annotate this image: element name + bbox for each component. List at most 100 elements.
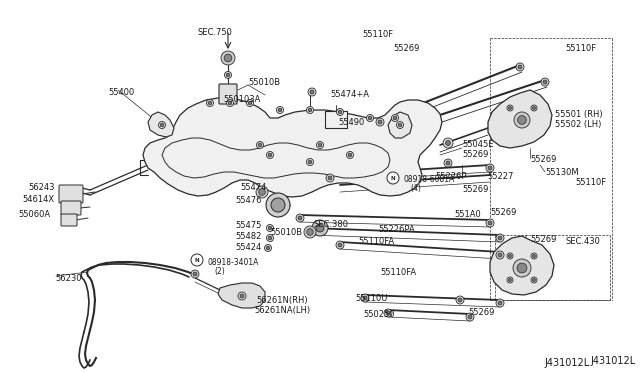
Circle shape	[363, 296, 367, 300]
Circle shape	[160, 123, 164, 127]
Text: 55227: 55227	[487, 172, 513, 181]
Circle shape	[257, 141, 264, 148]
Text: 55501 (RH): 55501 (RH)	[555, 110, 603, 119]
Text: 55226PA: 55226PA	[378, 225, 415, 234]
Circle shape	[228, 101, 232, 105]
Text: 08918-6081A: 08918-6081A	[403, 175, 454, 184]
Circle shape	[318, 143, 322, 147]
Circle shape	[498, 253, 502, 257]
Circle shape	[308, 88, 316, 96]
Circle shape	[310, 90, 314, 94]
Circle shape	[308, 160, 312, 164]
Circle shape	[518, 116, 526, 124]
Circle shape	[444, 159, 452, 167]
Circle shape	[348, 153, 352, 157]
Text: 55474+A: 55474+A	[330, 90, 369, 99]
Circle shape	[259, 189, 266, 195]
Circle shape	[266, 193, 290, 217]
Circle shape	[531, 105, 537, 111]
Circle shape	[238, 292, 246, 300]
FancyBboxPatch shape	[61, 201, 81, 215]
Circle shape	[308, 108, 312, 112]
Circle shape	[384, 309, 392, 317]
Circle shape	[532, 106, 536, 109]
Text: 55269: 55269	[393, 44, 419, 53]
Circle shape	[517, 263, 527, 273]
Circle shape	[307, 229, 314, 235]
Text: 55110FA: 55110FA	[380, 268, 416, 277]
FancyBboxPatch shape	[61, 214, 77, 226]
Text: 55269: 55269	[530, 155, 556, 164]
Text: 55269: 55269	[462, 150, 488, 159]
Circle shape	[507, 253, 513, 259]
Circle shape	[498, 301, 502, 305]
Circle shape	[337, 109, 344, 115]
Circle shape	[446, 161, 450, 165]
Circle shape	[541, 78, 549, 86]
Text: 56230: 56230	[55, 274, 81, 283]
Circle shape	[207, 99, 214, 106]
Circle shape	[397, 122, 403, 128]
Circle shape	[386, 311, 390, 315]
Circle shape	[193, 272, 197, 276]
Circle shape	[532, 254, 536, 257]
Circle shape	[266, 246, 269, 250]
Circle shape	[498, 236, 502, 240]
Circle shape	[328, 176, 332, 180]
Circle shape	[392, 115, 399, 122]
Text: 55060A: 55060A	[18, 210, 50, 219]
Circle shape	[227, 73, 230, 77]
Text: 55269: 55269	[490, 208, 516, 217]
FancyBboxPatch shape	[59, 185, 83, 203]
Text: 54614X: 54614X	[22, 195, 54, 204]
Text: 55400: 55400	[108, 88, 134, 97]
Text: SEC.750: SEC.750	[198, 28, 233, 37]
Circle shape	[308, 229, 312, 233]
Circle shape	[208, 101, 212, 105]
Circle shape	[336, 241, 344, 249]
Circle shape	[312, 220, 328, 236]
Text: 55482: 55482	[235, 232, 261, 241]
Text: 55110U: 55110U	[355, 294, 387, 303]
Text: 56261N(RH): 56261N(RH)	[256, 296, 308, 305]
Circle shape	[264, 244, 271, 251]
Text: J431012L: J431012L	[590, 356, 636, 366]
Circle shape	[531, 253, 537, 259]
Text: 55010B: 55010B	[248, 78, 280, 87]
Circle shape	[191, 254, 203, 266]
Circle shape	[248, 101, 252, 105]
Text: SEC.380: SEC.380	[313, 220, 348, 229]
Text: (2): (2)	[214, 267, 225, 276]
Circle shape	[509, 106, 511, 109]
Polygon shape	[488, 90, 552, 148]
Text: N: N	[195, 257, 199, 263]
Text: 55110F: 55110F	[362, 30, 393, 39]
Circle shape	[268, 236, 272, 240]
Circle shape	[468, 315, 472, 319]
Text: 55110F: 55110F	[565, 44, 596, 53]
Circle shape	[518, 65, 522, 69]
Text: 55424: 55424	[235, 243, 261, 252]
FancyBboxPatch shape	[325, 111, 347, 128]
Circle shape	[268, 153, 272, 157]
Circle shape	[339, 110, 342, 114]
Text: 550103A: 550103A	[223, 95, 260, 104]
Circle shape	[509, 279, 511, 282]
Text: 56243: 56243	[28, 183, 54, 192]
Text: 55475: 55475	[235, 221, 261, 230]
Circle shape	[496, 299, 504, 307]
Text: 55226P: 55226P	[435, 172, 467, 181]
Circle shape	[488, 166, 492, 170]
Circle shape	[488, 221, 492, 225]
Circle shape	[443, 138, 453, 148]
Circle shape	[266, 234, 273, 241]
Circle shape	[225, 71, 232, 78]
Circle shape	[256, 186, 268, 198]
Polygon shape	[218, 283, 265, 308]
Text: SEC.430: SEC.430	[565, 237, 600, 246]
Circle shape	[507, 105, 513, 111]
Text: 56261NA(LH): 56261NA(LH)	[254, 306, 310, 315]
Circle shape	[378, 120, 382, 124]
Text: 551A0: 551A0	[454, 210, 481, 219]
Circle shape	[224, 54, 232, 62]
